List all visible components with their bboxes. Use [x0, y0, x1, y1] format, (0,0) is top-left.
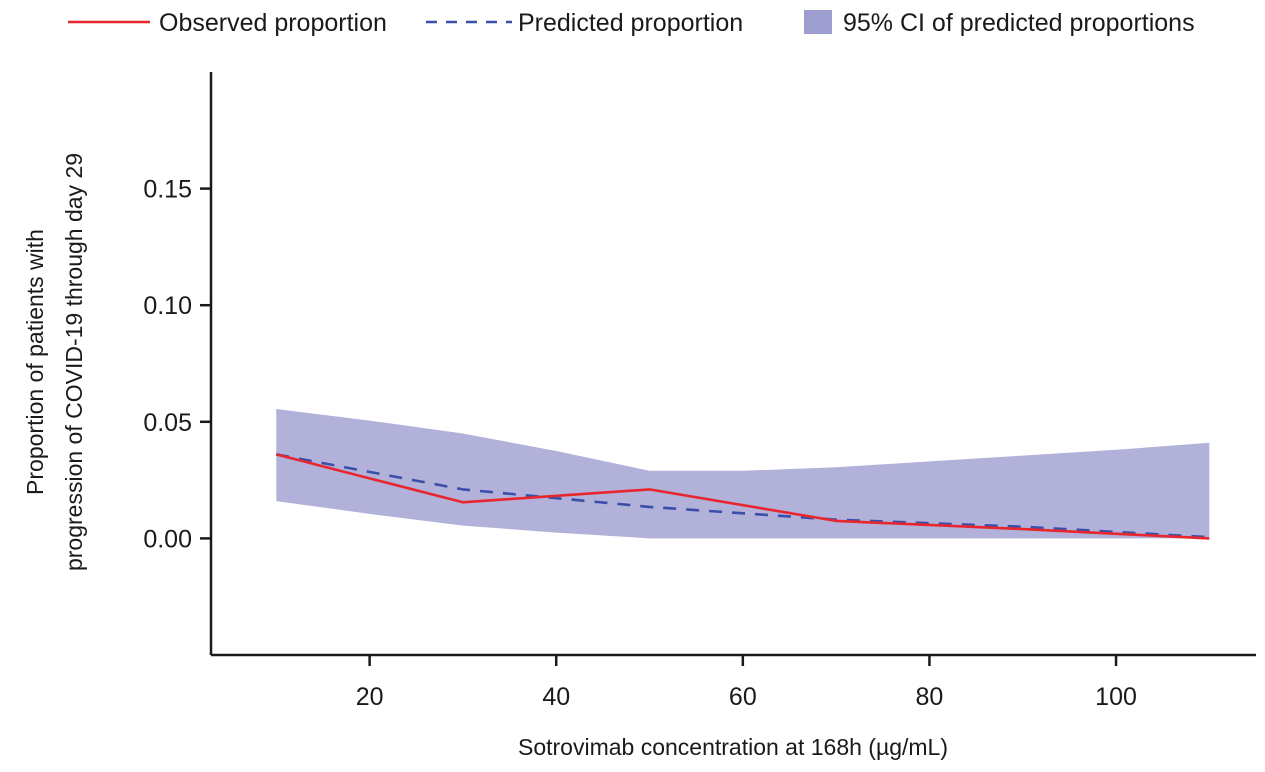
x-tick-label: 20: [356, 683, 384, 711]
y-axis-title: Proportion of patients with progression …: [22, 153, 87, 571]
y-axis-title-line-2: progression of COVID-19 through day 29: [61, 153, 87, 571]
x-tick-label: 40: [542, 683, 570, 711]
series-observed-proportion: [275, 453, 1210, 540]
series-predicted-proportion: [276, 453, 1210, 539]
y-tick-label: 0.15: [143, 176, 192, 204]
x-tick-label: 80: [916, 683, 944, 711]
ci-band: [276, 409, 1210, 539]
x-axis-title: Sotrovimab concentration at 168h (µg/mL): [518, 734, 948, 760]
y-ticks: 0.00 0.05 0.10 0.15: [143, 176, 211, 553]
legend-ci-swatch: [804, 10, 832, 34]
y-tick-label: 0.10: [143, 292, 192, 320]
x-ticks: 20 40 60 80 100: [356, 655, 1137, 711]
legend: Observed proportion Predicted proportion…: [68, 9, 1195, 37]
x-tick-label: 100: [1095, 683, 1137, 711]
y-tick-label: 0.00: [143, 525, 192, 553]
series-line-predicted-proportion: [276, 453, 1210, 539]
y-axis-title-line-1: Proportion of patients with: [22, 229, 48, 495]
legend-ci-label: 95% CI of predicted proportions: [843, 9, 1195, 37]
series-line-observed-proportion: [275, 453, 1210, 540]
legend-observed-label: Observed proportion: [159, 9, 387, 37]
legend-predicted-label: Predicted proportion: [518, 9, 743, 37]
x-tick-label: 60: [729, 683, 757, 711]
y-tick-label: 0.05: [143, 409, 192, 437]
axes: 0.00 0.05 0.10 0.15 20 40 60 80 100: [143, 72, 1256, 711]
plot-area: [275, 409, 1210, 540]
